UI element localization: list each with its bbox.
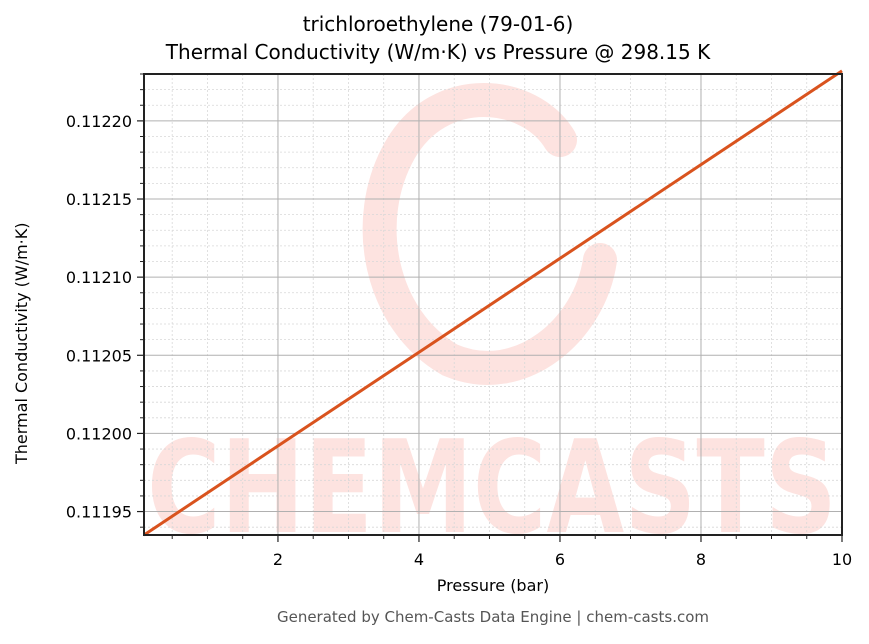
svg-text:2: 2	[273, 550, 283, 569]
chart-title: trichloroethylene (79-01-6)	[302, 12, 574, 36]
svg-text:0.11215: 0.11215	[66, 190, 132, 209]
axis-tick-labels: 2 4 6 8 10 0.11195 0.11200 0.11205 0.11210 0.1121…	[66, 112, 852, 569]
svg-text:10: 10	[832, 550, 852, 569]
svg-text:0.11220: 0.11220	[66, 112, 132, 131]
svg-text:0.11200: 0.11200	[66, 424, 132, 443]
footer-credit: Generated by Chem-Casts Data Engine | ch…	[276, 608, 710, 626]
chemcasts-watermark: CHEMCASTS	[147, 83, 837, 563]
svg-text:4: 4	[414, 550, 424, 569]
data-series-line	[143, 69, 843, 537]
axis-ticks	[137, 73, 843, 542]
y-axis-label: Thermal Conductivity (W/m·K)	[12, 222, 31, 465]
svg-text:8: 8	[696, 550, 706, 569]
svg-text:0.11210: 0.11210	[66, 268, 132, 287]
chart-subtitle: Thermal Conductivity (W/m·K) vs Pressure…	[165, 40, 711, 64]
minor-grid	[144, 73, 842, 535]
svg-text:0.11205: 0.11205	[66, 346, 132, 365]
svg-text:6: 6	[555, 550, 565, 569]
svg-text:CHEMCASTS: CHEMCASTS	[147, 414, 837, 563]
plot-frame	[143, 73, 843, 536]
x-axis-label: Pressure (bar)	[436, 576, 550, 595]
svg-text:0.11195: 0.11195	[66, 503, 132, 522]
